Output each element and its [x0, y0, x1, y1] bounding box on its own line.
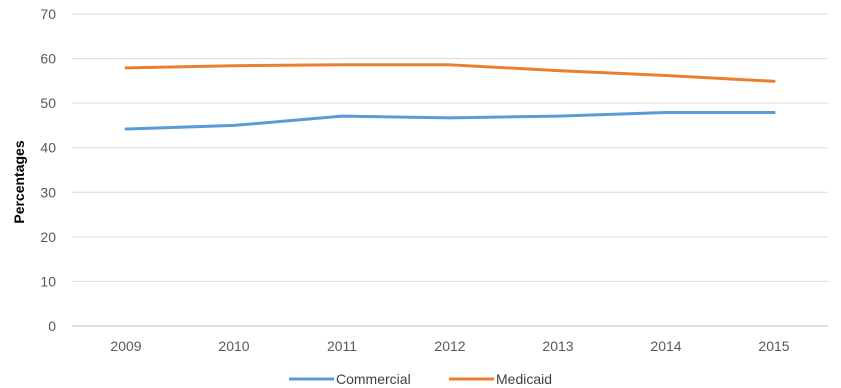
- series-line-medicaid: [124, 63, 776, 83]
- x-tick-label: 2015: [758, 338, 789, 354]
- y-tick-label: 70: [40, 6, 56, 22]
- data-point-medicaid: [233, 64, 236, 67]
- y-axis-ticks: 0 10 20 30 40 50 60 70: [40, 6, 56, 334]
- data-point-medicaid: [773, 80, 776, 83]
- y-tick-label: 0: [48, 318, 56, 334]
- y-tick-label: 60: [40, 51, 56, 67]
- data-point-commercial: [449, 116, 452, 119]
- data-point-commercial: [665, 111, 668, 114]
- x-axis-ticks: 2009 2010 2011 2012 2013 2014 2015: [110, 338, 789, 354]
- data-point-commercial: [557, 115, 560, 118]
- legend-label-medicaid: Medicaid: [496, 371, 552, 387]
- data-point-medicaid: [125, 66, 128, 69]
- x-tick-label: 2013: [542, 338, 573, 354]
- x-tick-label: 2009: [110, 338, 141, 354]
- data-point-medicaid: [665, 74, 668, 77]
- x-tick-label: 2011: [327, 338, 357, 354]
- data-point-commercial: [773, 111, 776, 114]
- data-point-medicaid: [557, 69, 560, 72]
- data-point-commercial: [233, 124, 236, 127]
- legend: Commercial Medicaid: [289, 371, 552, 387]
- y-tick-label: 30: [40, 184, 56, 200]
- y-tick-label: 20: [40, 229, 56, 245]
- y-tick-label: 10: [40, 273, 56, 289]
- data-point-commercial: [341, 115, 344, 118]
- series-lines: [124, 63, 776, 131]
- x-tick-label: 2014: [650, 338, 681, 354]
- data-point-medicaid: [341, 63, 344, 66]
- y-axis-title: Percentages: [11, 140, 27, 223]
- legend-label-commercial: Commercial: [336, 371, 411, 387]
- gridlines: [72, 13, 828, 327]
- data-point-medicaid: [449, 63, 452, 66]
- y-tick-label: 40: [40, 140, 56, 156]
- x-tick-label: 2010: [218, 338, 249, 354]
- data-point-commercial: [125, 127, 128, 130]
- series-line-commercial: [124, 111, 776, 131]
- y-tick-label: 50: [40, 95, 56, 111]
- x-tick-label: 2012: [434, 338, 465, 354]
